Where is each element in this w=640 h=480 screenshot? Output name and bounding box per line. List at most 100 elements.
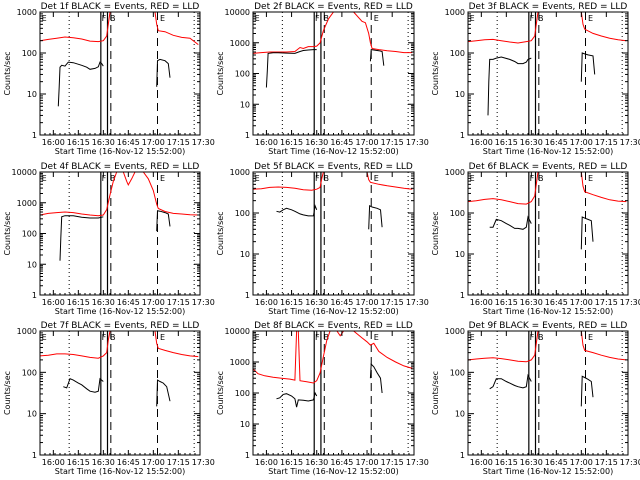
- x-tick-label: 17:00: [356, 298, 379, 307]
- interval-letter-E: E: [255, 333, 260, 342]
- y-tick-label: 10: [240, 100, 250, 109]
- interval-letter-E: E: [374, 174, 379, 183]
- x-tick-label: 16:15: [495, 138, 518, 147]
- events-series-line-segment: [369, 49, 385, 66]
- x-tick-label: 16:00: [42, 298, 65, 307]
- panel-det-8f: Det 8f BLACK = Events, RED = LLD E F B E 1 10 1…: [216, 321, 429, 476]
- interval-letter-F: F: [530, 174, 535, 183]
- events-series-line: [265, 49, 317, 88]
- interval-letter-B: B: [323, 174, 329, 183]
- x-tick-label: 16:15: [280, 298, 303, 307]
- y-tick-label: 1: [245, 291, 250, 300]
- x-tick-label: 17:00: [142, 138, 165, 147]
- x-tick-label: 16:15: [495, 458, 518, 467]
- x-tick-label: 16:15: [280, 458, 303, 467]
- y-tick-label: 10: [240, 420, 250, 429]
- interval-letter-F: F: [315, 333, 320, 342]
- interval-letter-E: E: [255, 14, 260, 23]
- x-tick-label: 16:15: [495, 298, 518, 307]
- events-series-line-segment: [580, 375, 594, 407]
- x-tick-label: 17:30: [406, 458, 429, 467]
- x-tick-label: 16:45: [117, 298, 140, 307]
- x-tick-label: 16:30: [305, 138, 328, 147]
- interval-letter-E: E: [588, 14, 593, 23]
- interval-letter-E: E: [42, 174, 47, 183]
- x-tick-label: 17:30: [620, 138, 640, 147]
- x-tick-label: 17:00: [142, 298, 165, 307]
- x-tick-label: 17:30: [192, 458, 215, 467]
- interval-letter-E: E: [255, 174, 260, 183]
- y-tick-label: 10000: [225, 8, 250, 17]
- events-series-line: [63, 377, 104, 393]
- y-tick-label: 1: [32, 291, 37, 300]
- y-tick-label: 1000: [230, 168, 250, 177]
- events-series-line-segment: [580, 52, 596, 82]
- y-tick-label: 10: [27, 260, 37, 269]
- interval-letter-B: B: [538, 174, 544, 183]
- lld-series-line: [468, 12, 627, 44]
- panel-det-9f: Det 9f BLACK = Events, RED = LLD E F B E 1 10 1…: [431, 321, 640, 476]
- events-series-line-segment: [156, 379, 171, 407]
- panel-title: Det 5f BLACK = Events, RED = LLD: [254, 162, 413, 172]
- x-tick-label: 16:00: [255, 138, 278, 147]
- x-tick-label: 17:30: [192, 138, 215, 147]
- interval-letter-E: E: [588, 174, 593, 183]
- x-tick-label: 17:30: [406, 298, 429, 307]
- x-tick-label: 16:15: [67, 298, 90, 307]
- y-tick-label: 10: [240, 250, 250, 259]
- interval-letter-E: E: [588, 333, 593, 342]
- x-tick-label: 16:45: [117, 138, 140, 147]
- events-series-line-segment: [368, 205, 383, 230]
- interval-letter-E: E: [374, 333, 379, 342]
- y-axis-label: Counts/sec: [216, 371, 225, 415]
- y-tick-label: 100: [22, 49, 37, 58]
- x-tick-label: 17:00: [142, 458, 165, 467]
- x-tick-label: 16:15: [67, 458, 90, 467]
- interval-letter-B: B: [110, 14, 116, 23]
- x-axis-label: Start Time (16-Nov-12 15:52:00): [268, 307, 398, 316]
- x-tick-label: 16:00: [42, 458, 65, 467]
- y-tick-label: 1: [460, 131, 465, 140]
- x-tick-label: 17:15: [381, 298, 404, 307]
- x-tick-label: 17:15: [167, 298, 190, 307]
- x-axis-label: Start Time (16-Nov-12 15:52:00): [483, 307, 613, 316]
- interval-letter-F: F: [530, 333, 535, 342]
- x-tick-label: 17:15: [595, 138, 618, 147]
- interval-letter-F: F: [102, 333, 107, 342]
- x-axis-label: Start Time (16-Nov-12 15:52:00): [55, 307, 185, 316]
- events-series-line: [57, 61, 104, 107]
- y-tick-label: 100: [235, 70, 250, 79]
- x-axis-label: Start Time (16-Nov-12 15:52:00): [268, 467, 398, 476]
- y-tick-label: 100: [235, 209, 250, 218]
- x-tick-label: 17:15: [381, 138, 404, 147]
- interval-letter-E: E: [470, 14, 475, 23]
- y-tick-label: 1000: [17, 8, 37, 17]
- x-axis-label: Start Time (16-Nov-12 15:52:00): [483, 467, 613, 476]
- y-tick-label: 10: [455, 90, 465, 99]
- interval-letter-E: E: [470, 333, 475, 342]
- y-tick-label: 1: [460, 451, 465, 460]
- panel-det-2f: Det 2f BLACK = Events, RED = LLD E F B E 1 10 1…: [216, 2, 429, 156]
- x-tick-label: 16:15: [67, 138, 90, 147]
- x-tick-label: 16:45: [330, 298, 353, 307]
- x-tick-label: 16:45: [330, 458, 353, 467]
- panel-det-3f: Det 3f BLACK = Events, RED = LLD E F B E 1 10 1…: [431, 2, 640, 156]
- panel-title: Det 8f BLACK = Events, RED = LLD: [254, 321, 413, 331]
- x-tick-label: 16:30: [305, 298, 328, 307]
- x-tick-label: 16:00: [42, 138, 65, 147]
- interval-letter-E: E: [160, 333, 165, 342]
- y-tick-label: 1000: [17, 199, 37, 208]
- y-tick-label: 1: [245, 451, 250, 460]
- panel-title: Det 7f BLACK = Events, RED = LLD: [41, 321, 200, 331]
- x-tick-label: 16:00: [255, 458, 278, 467]
- y-tick-label: 1: [32, 131, 37, 140]
- y-tick-label: 100: [22, 368, 37, 377]
- x-tick-label: 17:30: [620, 298, 640, 307]
- y-tick-label: 100: [22, 230, 37, 239]
- x-tick-label: 17:15: [595, 458, 618, 467]
- x-tick-label: 17:15: [381, 458, 404, 467]
- lld-series-line: [253, 172, 413, 191]
- y-tick-label: 10: [27, 90, 37, 99]
- x-tick-label: 17:15: [167, 138, 190, 147]
